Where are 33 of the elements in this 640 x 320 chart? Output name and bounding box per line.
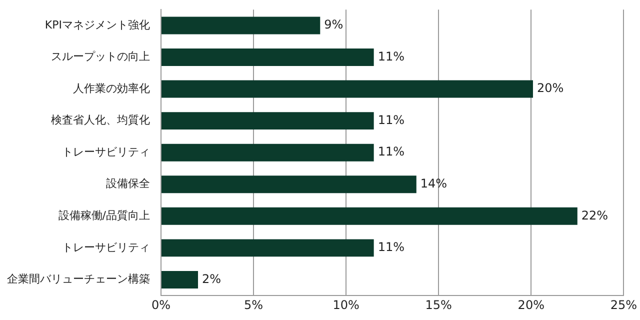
y-tick-label: 設備保全 bbox=[106, 177, 150, 190]
data-label: 11% bbox=[378, 112, 404, 127]
data-label: 20% bbox=[536, 81, 564, 96]
bar bbox=[162, 80, 533, 98]
bar bbox=[162, 144, 374, 162]
y-tick-label: 設備稼働/品質向上 bbox=[58, 209, 150, 222]
x-tick-label: 0% bbox=[151, 298, 171, 312]
bar bbox=[162, 239, 374, 257]
data-label: 11% bbox=[378, 49, 404, 64]
bar bbox=[162, 48, 374, 66]
data-label: 22% bbox=[581, 208, 608, 222]
y-tick-label: トレーサビリティ bbox=[62, 145, 150, 158]
y-tick-label: トレーサビリティ bbox=[62, 240, 150, 254]
y-tick-label: 企業間バリューチェーン構築 bbox=[7, 272, 150, 286]
y-tick-label: 検査省人化、均質化 bbox=[51, 114, 150, 127]
x-tick-label: 5% bbox=[244, 298, 264, 312]
bar bbox=[162, 207, 578, 225]
bar bbox=[162, 16, 320, 34]
bar bbox=[162, 270, 198, 288]
data-label: 11% bbox=[378, 240, 404, 254]
bar bbox=[162, 112, 374, 130]
data-label: 9% bbox=[324, 18, 344, 32]
data-label: 2% bbox=[202, 272, 222, 286]
y-tick-label: KPIマネジメント強化 bbox=[44, 18, 150, 32]
data-label: 11% bbox=[378, 144, 404, 159]
x-tick-label: 20% bbox=[518, 298, 544, 312]
y-tick-label: 人作業の効率化 bbox=[73, 82, 150, 95]
x-tick-label: 15% bbox=[425, 298, 452, 312]
y-tick-label: スループットの向上 bbox=[51, 50, 150, 64]
data-label: 14% bbox=[420, 176, 448, 191]
x-tick-label: 25% bbox=[610, 298, 637, 312]
x-tick-label: 10% bbox=[332, 298, 360, 312]
bar bbox=[162, 176, 416, 194]
